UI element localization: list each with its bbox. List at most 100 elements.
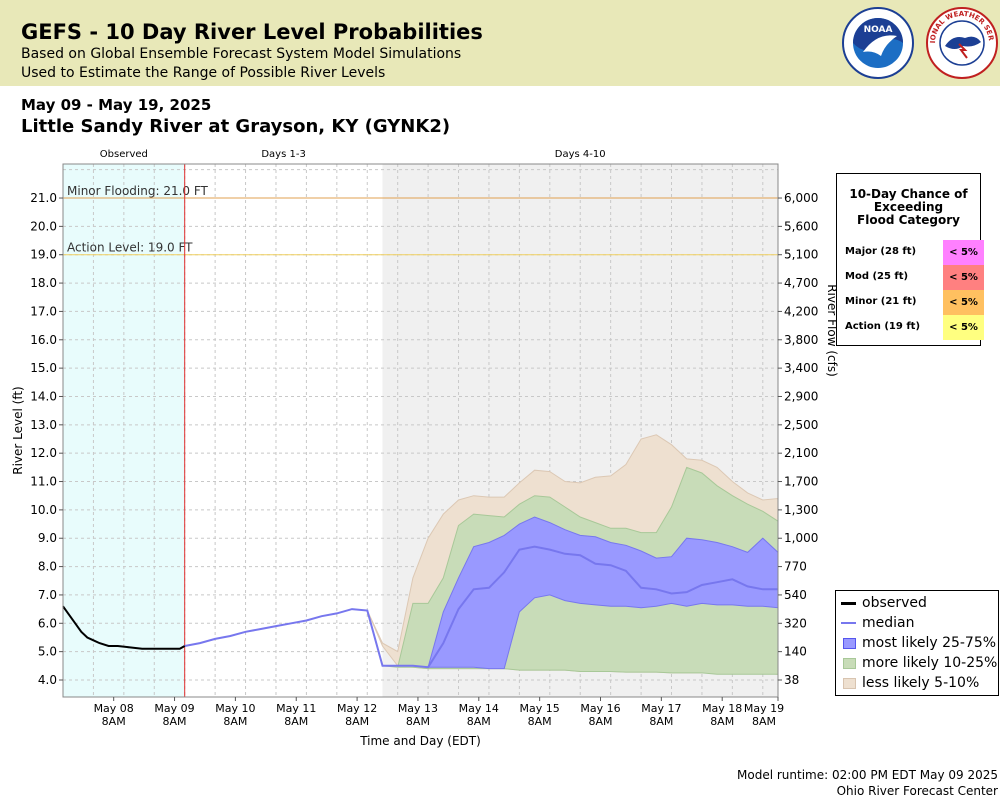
period-label: Days 4-10 <box>555 149 606 160</box>
observed-line <box>62 605 186 650</box>
period-label: Observed <box>100 149 148 160</box>
y-tick-label: 7.0 <box>38 588 57 602</box>
page-subtitle-2: Used to Estimate the Range of Possible R… <box>21 65 386 81</box>
chart-legend: observed median most likely 25-75% more … <box>835 590 999 696</box>
y-right-tick-label: 2,500 <box>784 418 818 432</box>
x-tick-label: May 15 <box>520 702 560 715</box>
legend-label: median <box>862 615 915 631</box>
x-tick-label: 8AM <box>710 715 734 728</box>
exceedance-row-major: Major (28 ft) < 5% <box>845 240 984 265</box>
legend-label: more likely 10-25% <box>862 655 998 671</box>
y-tick-label: 9.0 <box>38 531 57 545</box>
legend-swatch <box>843 638 856 649</box>
y-tick-label: 17.0 <box>30 304 57 318</box>
legend-swatch <box>841 622 856 624</box>
legend-item-most-likely: most likely 25-75% <box>841 634 996 652</box>
y-right-tick-label: 1,000 <box>784 531 818 545</box>
y-right-tick-label: 3,400 <box>784 361 818 375</box>
y-right-tick-label: 540 <box>784 588 807 602</box>
x-tick-label: 8AM <box>163 715 187 728</box>
exceedance-title-line: 10-Day Chance of <box>849 187 968 201</box>
exceedance-title-line: Exceeding <box>873 200 944 214</box>
y-tick-label: 11.0 <box>30 475 57 489</box>
x-tick-label: May 09 <box>154 702 194 715</box>
y-tick-label: 16.0 <box>30 333 57 347</box>
legend-swatch <box>843 658 856 669</box>
legend-swatch <box>841 602 856 605</box>
legend-label: observed <box>862 595 927 611</box>
page-title: GEFS - 10 Day River Level Probabilities <box>21 20 483 44</box>
exceedance-label: Action (19 ft) <box>845 321 921 332</box>
model-runtime: Model runtime: 02:00 PM EDT May 09 2025 <box>737 768 998 782</box>
nws-logo: NATIONAL WEATHER SERVICE <box>925 6 998 79</box>
x-tick-label: 8AM <box>406 715 430 728</box>
y-tick-label: 20.0 <box>30 219 57 233</box>
station-name: Little Sandy River at Grayson, KY (GYNK2… <box>21 116 451 137</box>
x-tick-label: May 10 <box>215 702 255 715</box>
exceedance-value: < 5% <box>943 265 984 290</box>
y-right-tick-label: 140 <box>784 645 807 659</box>
x-tick-label: 8AM <box>528 715 552 728</box>
y-right-tick-label: 6,000 <box>784 191 818 205</box>
forecast-center: Ohio River Forecast Center <box>836 784 998 798</box>
x-tick-label: 8AM <box>588 715 612 728</box>
threshold-label: Action Level: 19.0 FT <box>67 241 193 255</box>
exceedance-label: Minor (21 ft) <box>845 296 917 307</box>
y-tick-label: 8.0 <box>38 560 57 574</box>
y-tick-label: 13.0 <box>30 418 57 432</box>
legend-item-median: median <box>841 614 996 632</box>
exceedance-row-action: Action (19 ft) < 5% <box>845 315 984 340</box>
legend-item-more-likely: more likely 10-25% <box>841 654 998 672</box>
y-axis-label-right: River Flow (cfs) <box>825 284 839 377</box>
y-tick-label: 21.0 <box>30 191 57 205</box>
plot-frame <box>62 163 779 698</box>
y-right-tick-label: 5,600 <box>784 219 818 233</box>
x-tick-label: May 16 <box>580 702 620 715</box>
y-tick-label: 6.0 <box>38 616 57 630</box>
y-right-tick-label: 3,800 <box>784 333 818 347</box>
x-tick-label: 8AM <box>467 715 491 728</box>
x-tick-label: 8AM <box>345 715 369 728</box>
exceedance-title-line: Flood Category <box>857 213 960 227</box>
x-tick-label: 8AM <box>223 715 247 728</box>
x-tick-label: 8AM <box>752 715 776 728</box>
exceedance-value: < 5% <box>943 290 984 315</box>
exceedance-row-minor: Minor (21 ft) < 5% <box>845 290 984 315</box>
x-tick-label: May 08 <box>94 702 134 715</box>
x-tick-label: May 11 <box>276 702 316 715</box>
y-right-tick-label: 5,100 <box>784 248 818 262</box>
y-tick-label: 19.0 <box>30 248 57 262</box>
y-tick-label: 15.0 <box>30 361 57 375</box>
legend-label: most likely 25-75% <box>862 635 997 651</box>
y-right-tick-label: 2,100 <box>784 446 818 460</box>
noaa-logo: NOAA <box>842 7 914 79</box>
x-tick-label: May 13 <box>398 702 438 715</box>
page-subtitle-1: Based on Global Ensemble Forecast System… <box>21 46 462 62</box>
exceedance-label: Mod (25 ft) <box>845 271 909 282</box>
legend-item-less-likely: less likely 5-10% <box>841 674 996 692</box>
y-tick-label: 12.0 <box>30 446 57 460</box>
exceedance-title: 10-Day Chance of Exceeding Flood Categor… <box>837 188 980 227</box>
x-tick-label: May 14 <box>459 702 499 715</box>
y-tick-label: 14.0 <box>30 389 57 403</box>
header-banner: GEFS - 10 Day River Level Probabilities … <box>0 0 1000 86</box>
y-tick-label: 5.0 <box>38 645 57 659</box>
legend-swatch <box>843 678 856 689</box>
y-tick-label: 18.0 <box>30 276 57 290</box>
exceedance-label: Major (28 ft) <box>845 246 917 257</box>
x-tick-label: May 12 <box>337 702 377 715</box>
x-tick-label: 8AM <box>649 715 673 728</box>
date-range: May 09 - May 19, 2025 <box>21 96 212 114</box>
median-line <box>184 545 778 669</box>
period-label: Days 1-3 <box>261 149 305 160</box>
y-right-tick-label: 1,300 <box>784 503 818 517</box>
y-axis-label: River Level (ft) <box>11 386 25 474</box>
x-axis-label: Time and Day (EDT) <box>359 734 481 748</box>
svg-text:NOAA: NOAA <box>864 25 893 35</box>
y-right-tick-label: 2,900 <box>784 389 818 403</box>
exceedance-value: < 5% <box>943 240 984 265</box>
exceedance-value: < 5% <box>943 315 984 340</box>
x-tick-label: May 19 <box>744 702 784 715</box>
y-right-tick-label: 320 <box>784 616 807 630</box>
